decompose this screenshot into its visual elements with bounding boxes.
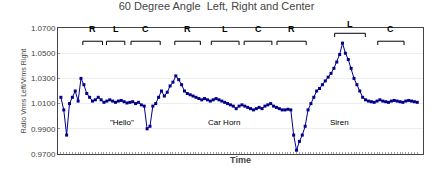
svg-text:0.9900: 0.9900 (31, 125, 56, 134)
svg-text:Siren: Siren (330, 118, 349, 127)
svg-text:Car Horn: Car Horn (208, 118, 240, 127)
svg-text:C: C (142, 24, 149, 34)
svg-text:Time: Time (230, 155, 251, 165)
svg-text:L: L (347, 19, 353, 29)
svg-text:1.0700: 1.0700 (31, 24, 56, 33)
svg-text:R: R (288, 24, 295, 34)
svg-text:C: C (387, 24, 394, 34)
svg-text:1.0500: 1.0500 (31, 49, 56, 58)
svg-text:R: R (184, 24, 191, 34)
svg-text:1.0300: 1.0300 (31, 74, 56, 83)
svg-text:60 Degree Angle Left, Right a: 60 Degree Angle Left, Right and Center (119, 0, 315, 12)
svg-text:L: L (113, 24, 119, 34)
svg-text:"Hello": "Hello" (110, 118, 134, 127)
svg-text:0.9700: 0.9700 (31, 150, 56, 159)
svg-text:Ratio Vrms Left/Vrms Right: Ratio Vrms Left/Vrms Right (20, 49, 28, 133)
svg-text:C: C (255, 24, 262, 34)
svg-text:1.0100: 1.0100 (31, 99, 56, 108)
svg-text:R: R (89, 24, 96, 34)
svg-text:L: L (222, 24, 228, 34)
